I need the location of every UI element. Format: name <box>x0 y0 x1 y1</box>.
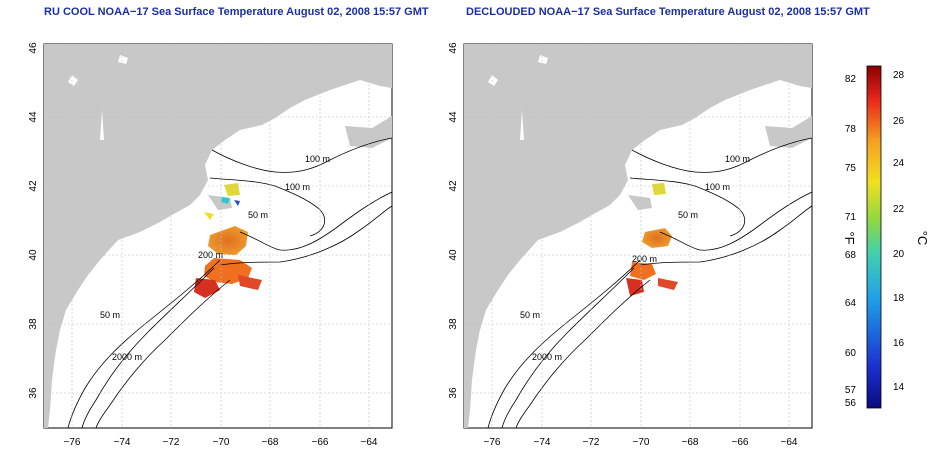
y-tick-label: 46 <box>28 42 39 54</box>
contour-label: 100 m <box>705 182 730 192</box>
f-tick-label: 82 <box>845 74 857 85</box>
y-tick-label: 38 <box>28 318 39 330</box>
map-left: 100 m 100 m 50 m 200 m 50 m 2000 m −76 −… <box>28 42 393 448</box>
contour-label: 50 m <box>678 210 698 220</box>
c-tick-label: 28 <box>893 70 905 81</box>
x-tick-label: −76 <box>484 437 501 448</box>
celsius-unit-label: °C <box>915 231 930 246</box>
c-tick-label: 26 <box>893 116 905 127</box>
x-axis-ticks: −76 −74 −72 −70 −68 −66 −64 <box>64 437 378 448</box>
c-tick-label: 22 <box>893 204 905 215</box>
contour-label: 100 m <box>305 154 330 164</box>
contour-labels: 100 m 100 m 50 m 200 m 50 m 2000 m <box>520 154 750 362</box>
contour-label: 50 m <box>520 310 540 320</box>
f-tick-label: 68 <box>845 250 857 261</box>
colorbar-gradient <box>866 65 882 409</box>
x-tick-label: −68 <box>682 437 699 448</box>
celsius-ticks: 28 26 24 22 20 18 16 14 <box>893 70 905 393</box>
f-tick-label: 56 <box>845 398 857 409</box>
y-axis-ticks: 46 44 42 40 38 36 <box>448 42 459 399</box>
y-tick-label: 40 <box>448 249 459 261</box>
y-tick-label: 38 <box>448 318 459 330</box>
contour-label: 2000 m <box>532 352 562 362</box>
x-tick-label: −72 <box>163 437 180 448</box>
map-frame <box>463 43 813 429</box>
y-tick-label: 42 <box>448 180 459 192</box>
x-axis-ticks: −76 −74 −72 −70 −68 −66 −64 <box>484 437 798 448</box>
x-tick-label: −70 <box>213 437 230 448</box>
contour-labels: 100 m 100 m 50 m 200 m 50 m 2000 m <box>100 154 330 362</box>
x-tick-label: −76 <box>64 437 81 448</box>
f-tick-label: 64 <box>845 298 857 309</box>
grid-lines <box>44 44 392 428</box>
contour-label: 200 m <box>632 254 657 264</box>
c-tick-label: 16 <box>893 338 905 349</box>
contour-label: 100 m <box>725 154 750 164</box>
contour-label: 2000 m <box>112 352 142 362</box>
y-tick-label: 40 <box>28 249 39 261</box>
contour-label: 50 m <box>248 210 268 220</box>
x-tick-label: −66 <box>312 437 329 448</box>
left-map-title: RU COOL NOAA−17 Sea Surface Temperature … <box>44 6 429 18</box>
sst-patch <box>626 183 678 296</box>
f-tick-label: 60 <box>845 348 857 359</box>
f-tick-label: 71 <box>845 212 857 223</box>
map-right: 100 m 100 m 50 m 200 m 50 m 2000 m −76 −… <box>448 42 813 448</box>
x-tick-label: −70 <box>633 437 650 448</box>
x-tick-label: −74 <box>534 437 551 448</box>
y-tick-label: 42 <box>28 180 39 192</box>
x-tick-label: −72 <box>583 437 600 448</box>
fahrenheit-unit-label: °F <box>842 231 857 244</box>
map-frame <box>43 43 393 429</box>
depth-contours <box>67 137 392 428</box>
c-tick-label: 20 <box>893 249 905 260</box>
x-tick-label: −68 <box>262 437 279 448</box>
f-tick-label: 75 <box>845 163 857 174</box>
depth-contours <box>487 137 812 428</box>
x-tick-label: −64 <box>361 437 378 448</box>
y-axis-ticks: 46 44 42 40 38 36 <box>28 42 39 399</box>
contour-label: 200 m <box>198 250 223 260</box>
fahrenheit-ticks: 82 78 75 71 68 64 60 57 56 <box>845 74 857 409</box>
land-mass <box>464 44 812 428</box>
c-tick-label: 24 <box>893 158 905 169</box>
x-tick-label: −66 <box>732 437 749 448</box>
right-map-title: DECLOUDED NOAA−17 Sea Surface Temperatur… <box>466 6 870 18</box>
f-tick-label: 57 <box>845 385 857 396</box>
x-tick-label: −74 <box>114 437 131 448</box>
contour-label: 50 m <box>100 310 120 320</box>
y-tick-label: 36 <box>448 387 459 399</box>
c-tick-label: 14 <box>893 382 905 393</box>
colorbar: 82 78 75 71 68 64 60 57 56 28 26 24 22 2… <box>842 65 930 409</box>
y-tick-label: 44 <box>28 111 39 123</box>
grid-lines <box>464 44 812 428</box>
sst-patch <box>194 183 262 298</box>
land-mass <box>44 44 392 428</box>
y-tick-label: 36 <box>28 387 39 399</box>
f-tick-label: 78 <box>845 124 857 135</box>
c-tick-label: 18 <box>893 293 905 304</box>
y-tick-label: 46 <box>448 42 459 54</box>
contour-label: 100 m <box>285 182 310 192</box>
y-tick-label: 44 <box>448 111 459 123</box>
x-tick-label: −64 <box>781 437 798 448</box>
